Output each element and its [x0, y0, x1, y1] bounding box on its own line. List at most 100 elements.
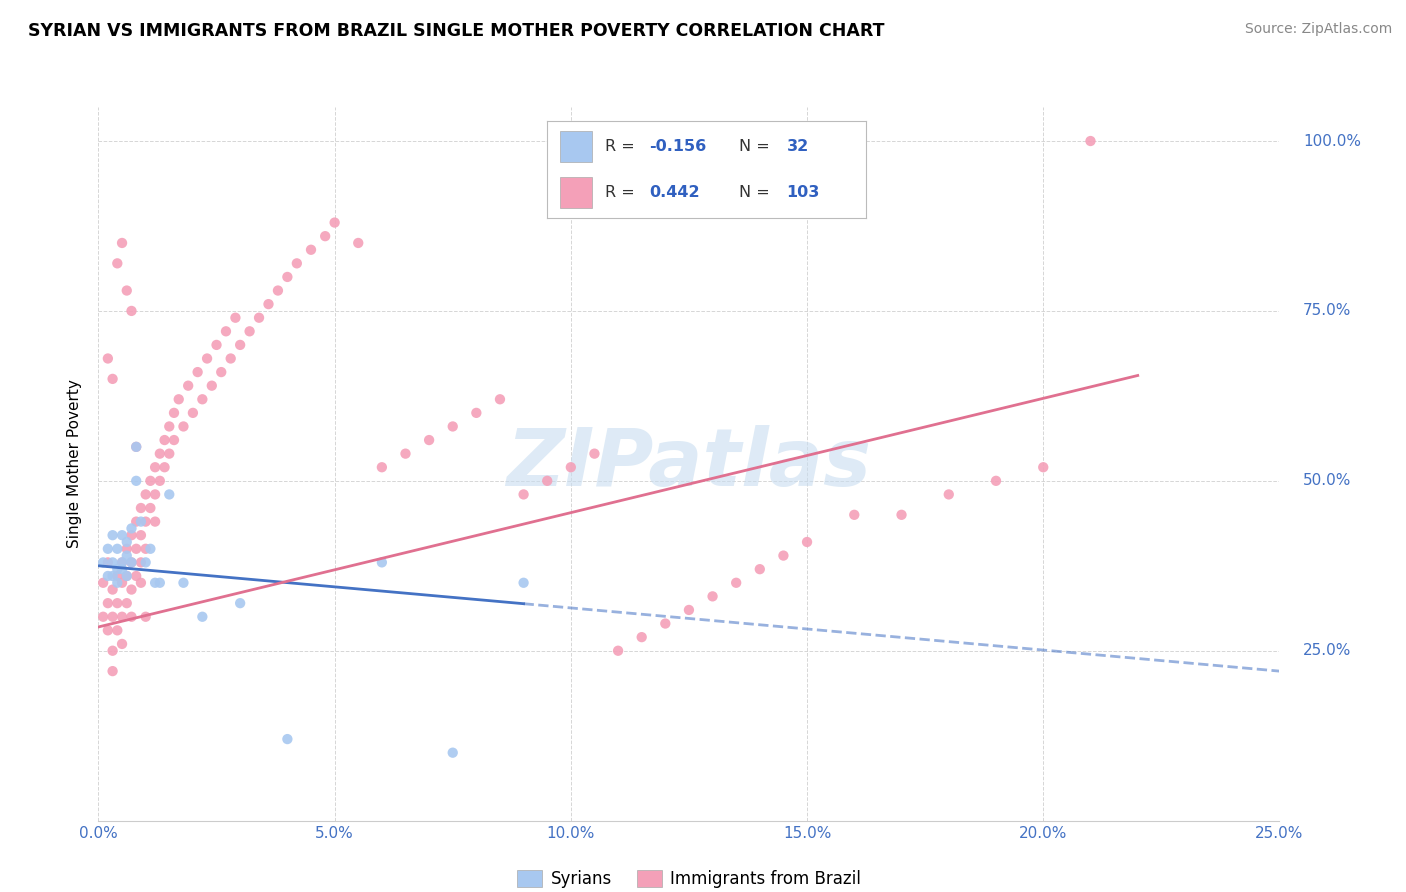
Point — [796, 535, 818, 549]
Point — [111, 575, 134, 590]
Point — [219, 351, 242, 366]
Point — [101, 582, 124, 597]
Point — [121, 555, 143, 569]
Point — [121, 582, 143, 597]
Text: 50.0%: 50.0% — [1303, 474, 1351, 488]
Point — [121, 528, 143, 542]
FancyBboxPatch shape — [560, 178, 592, 208]
Point — [105, 562, 128, 576]
Point — [938, 487, 960, 501]
Point — [441, 419, 464, 434]
Point — [115, 541, 138, 556]
Point — [465, 406, 488, 420]
Point — [101, 569, 124, 583]
Point — [101, 528, 124, 542]
Point — [125, 541, 148, 556]
Point — [135, 487, 157, 501]
Point — [115, 596, 138, 610]
Point — [1080, 134, 1102, 148]
Point — [125, 515, 148, 529]
Point — [583, 447, 606, 461]
Point — [678, 603, 700, 617]
Point — [111, 528, 134, 542]
Point — [135, 541, 157, 556]
Text: 0.442: 0.442 — [650, 186, 700, 200]
FancyBboxPatch shape — [560, 131, 592, 161]
Point — [201, 378, 224, 392]
Point — [143, 460, 166, 475]
Point — [560, 460, 582, 475]
Text: ZIPatlas: ZIPatlas — [506, 425, 872, 503]
Text: 32: 32 — [786, 139, 808, 153]
Point — [125, 440, 148, 454]
Point — [97, 555, 120, 569]
Text: N =: N = — [738, 139, 775, 153]
Point — [257, 297, 280, 311]
Text: SYRIAN VS IMMIGRANTS FROM BRAZIL SINGLE MOTHER POVERTY CORRELATION CHART: SYRIAN VS IMMIGRANTS FROM BRAZIL SINGLE … — [28, 22, 884, 40]
Point — [371, 460, 394, 475]
Y-axis label: Single Mother Poverty: Single Mother Poverty — [67, 379, 83, 549]
Point — [135, 555, 157, 569]
Point — [276, 269, 298, 284]
Point — [239, 324, 262, 338]
Point — [91, 555, 114, 569]
Point — [111, 609, 134, 624]
Point — [163, 433, 186, 447]
Point — [607, 644, 630, 658]
Point — [314, 229, 336, 244]
Point — [157, 447, 180, 461]
Point — [725, 575, 748, 590]
Point — [115, 549, 138, 563]
Point — [224, 310, 246, 325]
Point — [285, 256, 308, 270]
Text: -0.156: -0.156 — [650, 139, 706, 153]
Point — [984, 474, 1007, 488]
Point — [153, 460, 176, 475]
Point — [121, 521, 143, 535]
Point — [115, 284, 138, 298]
Point — [129, 515, 152, 529]
Point — [91, 575, 114, 590]
Point — [772, 549, 794, 563]
Point — [125, 440, 148, 454]
Point — [195, 351, 218, 366]
Point — [299, 243, 322, 257]
Text: 75.0%: 75.0% — [1303, 303, 1351, 318]
Point — [247, 310, 270, 325]
Point — [149, 575, 172, 590]
Point — [323, 216, 346, 230]
Point — [129, 501, 152, 516]
Text: R =: R = — [605, 139, 640, 153]
Point — [97, 351, 120, 366]
Point — [536, 474, 558, 488]
Point — [97, 541, 120, 556]
Text: N =: N = — [738, 186, 775, 200]
Point — [121, 304, 143, 318]
Point — [97, 624, 120, 638]
Point — [489, 392, 512, 407]
Point — [748, 562, 770, 576]
Text: Source: ZipAtlas.com: Source: ZipAtlas.com — [1244, 22, 1392, 37]
Point — [512, 575, 534, 590]
Point — [149, 447, 172, 461]
Point — [101, 664, 124, 678]
Point — [115, 569, 138, 583]
Point — [111, 562, 134, 576]
Text: 100.0%: 100.0% — [1303, 134, 1361, 149]
Point — [267, 284, 290, 298]
Point — [229, 338, 252, 352]
Point — [163, 406, 186, 420]
Point — [702, 590, 724, 604]
Point — [890, 508, 912, 522]
Point — [394, 447, 416, 461]
Point — [172, 419, 194, 434]
Point — [129, 528, 152, 542]
Text: 103: 103 — [786, 186, 820, 200]
Point — [97, 596, 120, 610]
Point — [143, 575, 166, 590]
Point — [105, 256, 128, 270]
Point — [125, 474, 148, 488]
Point — [371, 555, 394, 569]
Point — [181, 406, 204, 420]
Point — [205, 338, 228, 352]
